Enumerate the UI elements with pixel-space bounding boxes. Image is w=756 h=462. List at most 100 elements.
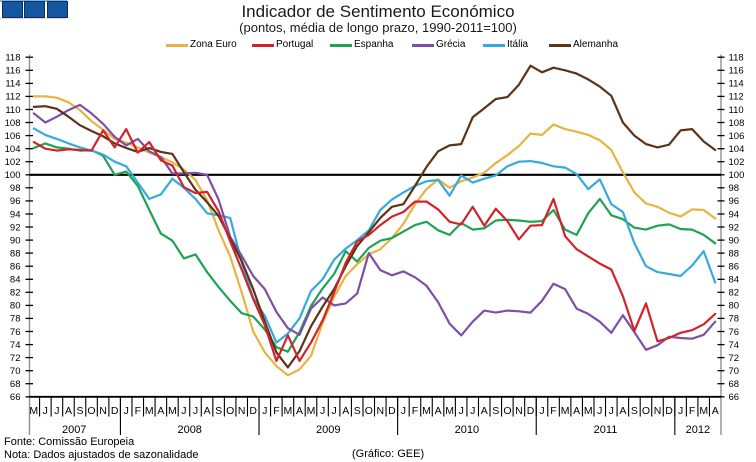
- svg-text:S: S: [492, 405, 499, 417]
- svg-text:D: D: [527, 405, 535, 417]
- svg-text:S: S: [76, 405, 83, 417]
- svg-text:94: 94: [10, 209, 21, 220]
- svg-text:M: M: [422, 405, 431, 417]
- svg-text:A: A: [296, 405, 303, 417]
- svg-text:M: M: [145, 405, 154, 417]
- svg-text:S: S: [354, 405, 361, 417]
- svg-text:N: N: [99, 405, 107, 417]
- svg-text:N: N: [654, 405, 662, 417]
- svg-text:70: 70: [10, 366, 21, 377]
- svg-text:118: 118: [729, 53, 744, 64]
- svg-text:A: A: [573, 405, 580, 417]
- svg-text:J: J: [401, 405, 406, 417]
- svg-text:116: 116: [729, 66, 744, 77]
- svg-text:72: 72: [10, 353, 21, 364]
- svg-text:A: A: [481, 405, 488, 417]
- svg-text:86: 86: [10, 262, 21, 273]
- svg-text:M: M: [445, 405, 454, 417]
- svg-text:S: S: [631, 405, 638, 417]
- svg-text:J: J: [181, 405, 186, 417]
- svg-text:A: A: [342, 405, 349, 417]
- svg-text:F: F: [689, 405, 695, 417]
- svg-text:J: J: [54, 405, 59, 417]
- svg-text:102: 102: [729, 157, 745, 168]
- svg-text:80: 80: [10, 301, 21, 312]
- svg-text:100: 100: [5, 170, 21, 181]
- svg-text:F: F: [550, 405, 556, 417]
- svg-text:68: 68: [729, 379, 740, 390]
- svg-text:74: 74: [10, 340, 21, 351]
- svg-text:O: O: [365, 405, 373, 417]
- svg-text:90: 90: [10, 235, 21, 246]
- svg-text:O: O: [226, 405, 234, 417]
- svg-text:J: J: [678, 405, 683, 417]
- svg-text:D: D: [111, 405, 119, 417]
- svg-text:A: A: [157, 405, 164, 417]
- svg-text:D: D: [665, 405, 673, 417]
- svg-text:72: 72: [729, 353, 740, 364]
- svg-text:90: 90: [729, 235, 740, 246]
- svg-text:A: A: [435, 405, 442, 417]
- svg-text:N: N: [238, 405, 246, 417]
- svg-text:M: M: [168, 405, 177, 417]
- svg-text:70: 70: [729, 366, 740, 377]
- svg-text:100: 100: [729, 170, 745, 181]
- svg-text:M: M: [561, 405, 570, 417]
- svg-text:78: 78: [729, 314, 740, 325]
- svg-text:66: 66: [10, 392, 21, 403]
- svg-text:2007: 2007: [62, 424, 86, 436]
- svg-text:114: 114: [729, 79, 744, 90]
- svg-text:J: J: [597, 405, 602, 417]
- svg-text:J: J: [539, 405, 544, 417]
- svg-text:92: 92: [729, 222, 740, 233]
- svg-text:114: 114: [5, 79, 20, 90]
- svg-text:84: 84: [10, 275, 21, 286]
- svg-text:J: J: [43, 405, 48, 417]
- svg-text:96: 96: [10, 196, 21, 207]
- svg-text:J: J: [262, 405, 267, 417]
- svg-text:106: 106: [5, 131, 21, 142]
- svg-text:84: 84: [729, 275, 740, 286]
- svg-text:82: 82: [729, 288, 740, 299]
- svg-text:M: M: [307, 405, 316, 417]
- svg-text:A: A: [65, 405, 72, 417]
- svg-text:A: A: [619, 405, 626, 417]
- svg-text:116: 116: [5, 66, 20, 77]
- svg-text:N: N: [377, 405, 385, 417]
- svg-text:F: F: [273, 405, 279, 417]
- svg-text:N: N: [515, 405, 523, 417]
- svg-text:J: J: [320, 405, 325, 417]
- svg-text:2010: 2010: [455, 424, 479, 436]
- svg-text:106: 106: [729, 131, 745, 142]
- svg-text:88: 88: [729, 248, 740, 259]
- svg-text:S: S: [215, 405, 222, 417]
- svg-text:2012: 2012: [686, 424, 710, 436]
- svg-text:80: 80: [729, 301, 740, 312]
- svg-text:88: 88: [10, 248, 21, 259]
- svg-text:O: O: [642, 405, 650, 417]
- svg-text:92: 92: [10, 222, 21, 233]
- svg-text:98: 98: [10, 183, 21, 194]
- svg-text:D: D: [249, 405, 257, 417]
- svg-text:A: A: [712, 405, 719, 417]
- svg-text:J: J: [331, 405, 336, 417]
- svg-text:104: 104: [5, 144, 21, 155]
- svg-text:O: O: [503, 405, 511, 417]
- svg-text:J: J: [124, 405, 129, 417]
- svg-text:98: 98: [729, 183, 740, 194]
- svg-text:76: 76: [729, 327, 740, 338]
- svg-text:F: F: [412, 405, 418, 417]
- svg-text:2011: 2011: [594, 424, 618, 436]
- svg-text:F: F: [135, 405, 141, 417]
- svg-text:74: 74: [729, 340, 740, 351]
- svg-text:M: M: [584, 405, 593, 417]
- svg-text:108: 108: [5, 118, 21, 129]
- svg-text:J: J: [470, 405, 475, 417]
- svg-text:86: 86: [729, 262, 740, 273]
- svg-text:J: J: [193, 405, 198, 417]
- svg-text:112: 112: [5, 92, 20, 103]
- svg-text:M: M: [699, 405, 708, 417]
- svg-text:M: M: [284, 405, 293, 417]
- svg-text:68: 68: [10, 379, 21, 390]
- svg-text:M: M: [29, 405, 38, 417]
